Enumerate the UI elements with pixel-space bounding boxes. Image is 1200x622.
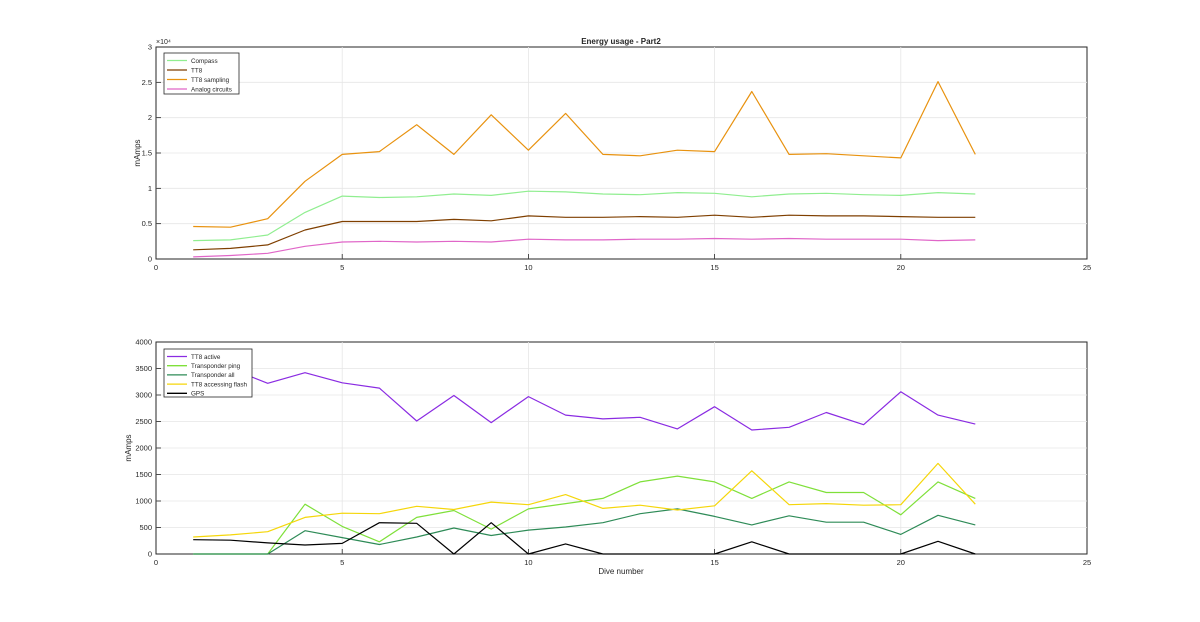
top-y-tick-label: 2 <box>148 113 152 122</box>
top-x-tick-label: 25 <box>1083 263 1091 272</box>
top-grid <box>156 47 1087 259</box>
top-y-axis-label: mAmps <box>133 139 142 166</box>
top-y-tick-label: 3 <box>148 43 152 52</box>
bottom-y-tick-label: 3500 <box>135 364 152 373</box>
bottom-legend-label: TT8 accessing flash <box>191 381 247 388</box>
top-legend-label: TT8 sampling <box>191 77 230 84</box>
bottom-series-line-1 <box>193 362 976 431</box>
bottom-legend-label: GPS <box>191 391 204 398</box>
top-y-tick-label: 0.5 <box>142 219 152 228</box>
bottom-legend-label: Transponder ping <box>191 363 241 370</box>
bottom-legend-label: Transponder all <box>191 372 235 379</box>
top-chart: 0 5 10 15 20 25 0 0.5 1 1.5 2 2.5 3 ×10⁴ Energy usa… <box>133 37 1091 272</box>
bottom-y-ticks: 0 500 1000 1500 2000 2500 3000 3500 4000 <box>135 338 161 559</box>
top-series <box>193 80 976 258</box>
top-y-tick-label: 1.5 <box>142 149 152 158</box>
top-x-tick-label: 10 <box>524 263 532 272</box>
top-y-tick-label: 0 <box>148 255 152 264</box>
top-legend-label: TT8 <box>191 67 203 74</box>
bottom-y-tick-label: 2000 <box>135 444 152 453</box>
bottom-series-line-3 <box>193 508 976 555</box>
top-legend-label: Compass <box>191 58 218 65</box>
top-y-exponent: ×10⁴ <box>156 39 171 46</box>
bottom-x-tick-label: 20 <box>897 558 905 567</box>
bottom-grid <box>156 342 1087 554</box>
bottom-y-tick-label: 3000 <box>135 391 152 400</box>
bottom-series <box>193 362 976 555</box>
bottom-y-tick-label: 1000 <box>135 497 152 506</box>
bottom-y-axis-label: mAmps <box>124 434 133 461</box>
bottom-legend: TT8 active Transponder ping Transponder al… <box>163 348 253 398</box>
top-x-tick-label: 5 <box>340 263 344 272</box>
bottom-y-tick-label: 0 <box>148 550 152 559</box>
top-legend-label: Analog circuits <box>191 86 232 93</box>
bottom-series-line-4 <box>193 462 976 538</box>
bottom-chart: 0 5 10 15 20 25 0 500 1000 1500 2000 2500 3000 3500 4… <box>124 338 1091 577</box>
top-x-tick-label: 0 <box>154 263 158 272</box>
bottom-y-tick-label: 4000 <box>135 338 152 347</box>
bottom-y-tick-label: 2500 <box>135 417 152 426</box>
bottom-x-tick-label: 25 <box>1083 558 1091 567</box>
top-y-tick-label: 2.5 <box>142 78 152 87</box>
top-series-line-1 <box>193 190 976 242</box>
bottom-x-tick-label: 10 <box>524 558 532 567</box>
top-x-tick-label: 15 <box>710 263 718 272</box>
top-series-line-3 <box>193 80 976 228</box>
bottom-legend-label: TT8 active <box>191 354 221 361</box>
top-x-tick-label: 20 <box>897 263 905 272</box>
bottom-x-axis-label: Dive number <box>598 567 644 576</box>
bottom-x-tick-label: 0 <box>154 558 158 567</box>
top-chart-title: Energy usage - Part2 <box>581 37 661 46</box>
top-x-ticks: 0 5 10 15 20 25 <box>154 254 1091 272</box>
bottom-series-line-5 <box>193 522 976 555</box>
top-y-ticks: 0 0.5 1 1.5 2 2.5 3 <box>142 43 161 264</box>
top-legend: Compass TT8 TT8 sampling Analog circuits <box>163 52 240 95</box>
bottom-y-tick-label: 500 <box>139 523 152 532</box>
top-series-line-4 <box>193 237 976 258</box>
bottom-x-tick-label: 15 <box>710 558 718 567</box>
top-series-line-2 <box>193 214 976 251</box>
top-y-tick-label: 1 <box>148 184 152 193</box>
bottom-x-ticks: 0 5 10 15 20 25 <box>154 549 1091 567</box>
bottom-y-tick-label: 1500 <box>135 470 152 479</box>
bottom-x-tick-label: 5 <box>340 558 344 567</box>
